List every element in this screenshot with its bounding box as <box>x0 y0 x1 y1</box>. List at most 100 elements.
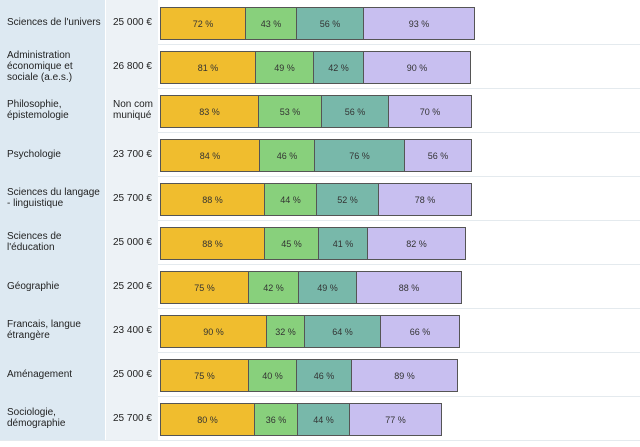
salary-value: Non com muniqué <box>106 88 158 132</box>
bar-segment-2: 44 % <box>265 183 317 216</box>
bar-segment-4: 88 % <box>357 271 462 304</box>
bar-value-label: 32 % <box>275 326 296 337</box>
category-label: Géographie <box>0 264 106 308</box>
bar-value-label: 93 % <box>408 18 430 29</box>
bar-segment-2: 36 % <box>255 403 298 436</box>
table-row: Aménagement 25 000 € 75 % 40 % 46 % 89 % <box>0 352 640 396</box>
bar-segment-2: 40 % <box>249 359 297 392</box>
bar-segment-1: 88 % <box>160 227 265 260</box>
bar-segment-3: 52 % <box>317 183 379 216</box>
bar-value-label: 81 % <box>197 62 219 73</box>
salary-value: 25 000 € <box>106 220 158 264</box>
table-row: Francais, langue étrangère 23 400 € 90 % 32… <box>0 308 640 352</box>
bar-segment-3: 64 % <box>305 315 381 348</box>
bar-value-label: 80 % <box>197 414 218 425</box>
category-label: Sciences de l'éducation <box>0 220 106 264</box>
bar-segment-2: 49 % <box>256 51 314 84</box>
salary-value: 25 000 € <box>106 352 158 396</box>
table-row: Psychologie 23 700 € 84 % 46 % 76 % 56 % <box>0 132 640 176</box>
bar-segment-1: 84 % <box>160 139 260 172</box>
salary-value: 23 700 € <box>106 132 158 176</box>
category-label: Sciences du langage - linguistique <box>0 176 106 220</box>
category-label: Francais, langue étrangère <box>0 308 106 352</box>
bar-value-label: 40 % <box>262 370 283 381</box>
row-divider <box>0 264 640 265</box>
salary-value: 25 700 € <box>106 396 158 440</box>
bar-segment-1: 75 % <box>160 359 249 392</box>
bar-segment-2: 45 % <box>265 227 319 260</box>
bar-value-label: 56 % <box>344 106 366 117</box>
table-row: Sciences de l'éducation 25 000 € 88 % 45 % 4… <box>0 220 640 264</box>
bar-value-label: 82 % <box>406 238 427 249</box>
bar-value-label: 45 % <box>281 238 302 249</box>
category-label: Aménagement <box>0 352 106 396</box>
bar-value-label: 88 % <box>202 194 223 205</box>
table-row: Géographie 25 200 € 75 % 42 % 49 % 88 % <box>0 264 640 308</box>
bar-value-label: 36 % <box>265 414 287 425</box>
bar-value-label: 42 % <box>328 62 349 73</box>
bar-value-label: 46 % <box>276 150 298 161</box>
table-row: Philosophie, épistemologie Non com muniqu… <box>0 88 640 132</box>
category-label: Administration économique et sociale (a.… <box>0 44 106 88</box>
salary-value: 25 700 € <box>106 176 158 220</box>
bar-segment-4: 78 % <box>379 183 472 216</box>
bar-value-label: 53 % <box>279 106 301 117</box>
bar-value-label: 52 % <box>337 194 358 205</box>
bar-segment-1: 88 % <box>160 183 265 216</box>
bar-segment-3: 56 % <box>322 95 389 128</box>
bar-segment-2: 43 % <box>246 7 297 40</box>
bar-segment-4: 66 % <box>381 315 460 348</box>
bar-segment-2: 32 % <box>267 315 305 348</box>
bar-value-label: 83 % <box>199 106 220 117</box>
bar-segment-1: 90 % <box>160 315 267 348</box>
bar-segment-3: 76 % <box>315 139 405 172</box>
bar-segment-1: 75 % <box>160 271 249 304</box>
bar-segment-3: 44 % <box>298 403 350 436</box>
bar-value-label: 90 % <box>406 62 428 73</box>
bar-value-label: 56 % <box>427 150 449 161</box>
table-row: Administration économique et sociale (a.… <box>0 44 640 88</box>
bar-value-label: 88 % <box>398 282 420 293</box>
bar-segment-3: 42 % <box>314 51 364 84</box>
bar-value-label: 89 % <box>394 370 415 381</box>
bar-segment-2: 42 % <box>249 271 299 304</box>
table-row: Sciences du langage - linguistique 25 700… <box>0 176 640 220</box>
bar-segment-2: 46 % <box>260 139 315 172</box>
row-divider <box>0 176 640 177</box>
category-label: Sciences de l'univers <box>0 0 106 44</box>
bar-value-label: 64 % <box>332 326 353 337</box>
bar-value-label: 66 % <box>409 326 431 337</box>
bar-value-label: 42 % <box>263 282 284 293</box>
bar-value-label: 84 % <box>199 150 221 161</box>
bar-segment-3: 46 % <box>297 359 352 392</box>
salary-value: 26 800 € <box>106 44 158 88</box>
category-label: Sociologie, démographie <box>0 396 106 440</box>
bar-value-label: 78 % <box>414 194 436 205</box>
bar-segment-3: 56 % <box>297 7 364 40</box>
bar-value-label: 77 % <box>385 414 406 425</box>
bar-value-label: 70 % <box>419 106 441 117</box>
bar-value-label: 75 % <box>194 370 215 381</box>
bar-segment-4: 56 % <box>405 139 472 172</box>
category-label: Philosophie, épistemologie <box>0 88 106 132</box>
bar-value-label: 44 % <box>313 414 334 425</box>
bar-segment-2: 53 % <box>259 95 322 128</box>
bar-value-label: 49 % <box>274 62 295 73</box>
row-divider <box>0 396 640 397</box>
bar-segment-1: 81 % <box>160 51 256 84</box>
bar-segment-4: 89 % <box>352 359 458 392</box>
bar-segment-4: 90 % <box>364 51 471 84</box>
row-divider <box>0 132 640 133</box>
bar-segment-3: 41 % <box>319 227 368 260</box>
row-divider <box>0 88 640 89</box>
bar-segment-4: 77 % <box>350 403 442 436</box>
bar-segment-4: 82 % <box>368 227 466 260</box>
bar-segment-4: 70 % <box>389 95 472 128</box>
bar-value-label: 43 % <box>260 18 282 29</box>
salary-value: 23 400 € <box>106 308 158 352</box>
bar-value-label: 75 % <box>194 282 215 293</box>
bar-value-label: 56 % <box>319 18 341 29</box>
bar-value-label: 88 % <box>202 238 223 249</box>
row-divider <box>0 220 640 221</box>
